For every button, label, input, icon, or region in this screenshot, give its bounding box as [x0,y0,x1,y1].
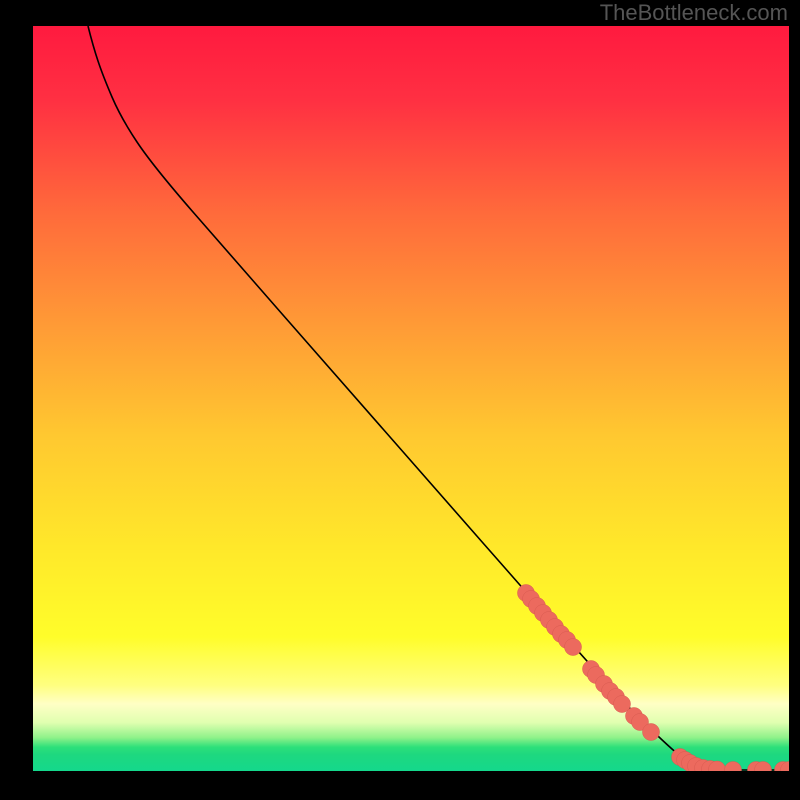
gradient-background [33,26,789,771]
data-marker [565,639,582,656]
plot-area [33,26,789,771]
watermark-text: TheBottleneck.com [600,0,788,26]
chart-svg [33,26,789,771]
data-marker [643,724,660,741]
